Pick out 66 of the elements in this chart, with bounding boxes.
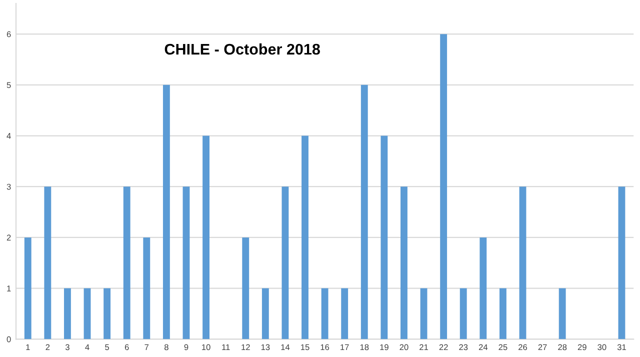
x-tick-label: 8 xyxy=(164,344,168,350)
y-tick-label: 5 xyxy=(6,82,11,88)
bar xyxy=(242,237,250,340)
bar xyxy=(202,136,210,340)
y-tick-label: 4 xyxy=(6,133,11,139)
x-tick-label: 5 xyxy=(105,344,110,350)
x-tick-label: 19 xyxy=(380,344,388,350)
x-tick-label: 3 xyxy=(65,344,70,350)
y-tick-label: 6 xyxy=(6,31,11,38)
x-tick-label: 24 xyxy=(478,344,488,350)
y-tick-label: 3 xyxy=(6,184,11,190)
x-tick-label: 7 xyxy=(144,344,149,350)
x-tick-label: 14 xyxy=(281,344,290,350)
x-tick-label: 22 xyxy=(439,344,448,350)
x-tick-label: 20 xyxy=(400,344,408,350)
x-tick-label: 18 xyxy=(360,344,369,350)
bar xyxy=(24,237,32,340)
bar xyxy=(84,288,91,340)
x-tick-label: 21 xyxy=(420,344,428,350)
x-tick-label: 13 xyxy=(261,344,270,350)
x-tick-label: 6 xyxy=(124,344,129,350)
bar xyxy=(480,237,487,340)
x-tick-label: 23 xyxy=(459,344,468,350)
bar xyxy=(44,186,52,340)
bar xyxy=(618,186,626,340)
x-tick-label: 11 xyxy=(222,344,230,350)
x-tick-label: 29 xyxy=(578,344,586,350)
x-tick-label: 1 xyxy=(26,344,30,350)
y-tick-label: 0 xyxy=(6,336,11,342)
bar xyxy=(262,288,269,340)
bar xyxy=(282,186,289,340)
bar xyxy=(420,288,428,340)
bar xyxy=(519,186,526,340)
x-tick-label: 30 xyxy=(598,344,606,350)
text: CHILE - October 2018 xyxy=(164,43,320,55)
bar xyxy=(182,186,190,340)
x-tick-label: 28 xyxy=(558,344,567,350)
bar xyxy=(104,288,111,340)
bar xyxy=(499,288,506,340)
bar xyxy=(123,186,130,340)
bar xyxy=(302,136,308,340)
x-tick-label: 27 xyxy=(538,344,547,350)
x-tick-label: 10 xyxy=(202,344,210,350)
bar xyxy=(380,136,388,340)
bar xyxy=(400,186,408,340)
bar xyxy=(360,84,368,340)
x-tick-label: 25 xyxy=(498,344,508,350)
x-tick-label: 9 xyxy=(184,344,188,350)
bar xyxy=(143,237,150,340)
bar xyxy=(558,288,566,340)
x-tick-label: 15 xyxy=(301,344,310,350)
bar xyxy=(460,288,467,340)
x-tick-label: 26 xyxy=(518,344,528,350)
x-tick-label: 2 xyxy=(46,344,50,350)
bar xyxy=(341,288,348,340)
y-tick-label: 1 xyxy=(7,286,11,292)
bar xyxy=(64,288,71,340)
x-tick-label: 16 xyxy=(320,344,330,350)
x-tick-label: 4 xyxy=(85,344,90,350)
x-tick-label: 31 xyxy=(617,344,626,350)
bar xyxy=(440,34,448,340)
x-tick-label: 12 xyxy=(242,344,250,350)
bar xyxy=(162,84,170,340)
x-tick-label: 17 xyxy=(340,344,349,350)
y-tick-label: 2 xyxy=(6,234,11,240)
bar xyxy=(321,288,328,340)
